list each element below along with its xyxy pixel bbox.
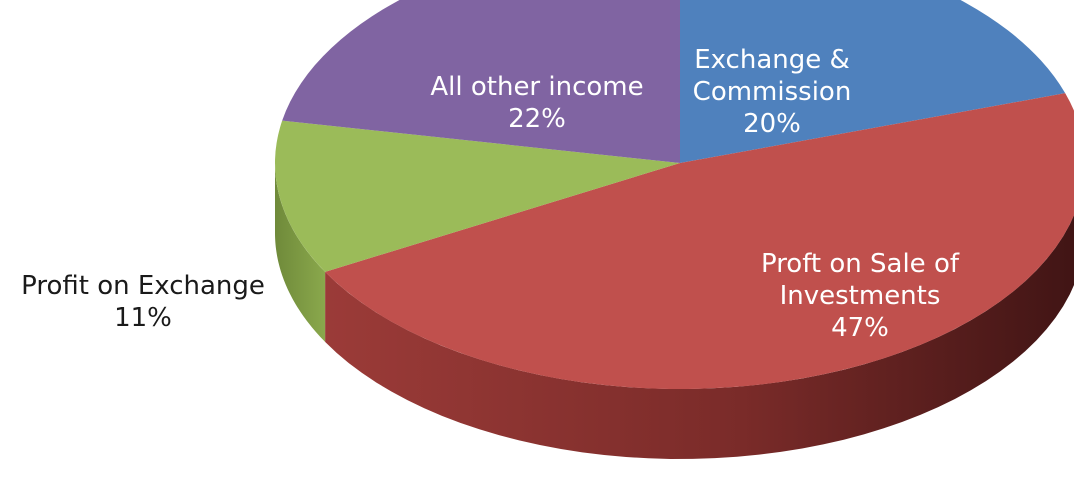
data-label-category: Exchange & [694,45,850,75]
slice-side-proft-on-sale-of-investments [325,215,1074,459]
slice-all-other-income [282,0,680,163]
data-label-value: 47% [831,313,889,343]
data-label-category: All other income [430,72,643,102]
slice-side-profit-on-exchange [275,163,326,342]
data-label-exchange-commission: Exchange & Commission 20% [693,45,852,139]
data-label-category: Profit on Exchange [21,271,265,301]
data-label-value: 22% [508,104,566,134]
data-label-value: 11% [114,303,172,333]
pie-3d-side [275,163,1074,459]
pie-top [274,0,1074,390]
data-label-category: Investments [780,281,941,311]
slice-proft-on-sale-of-investments [325,93,1074,390]
data-label-all-other-income: All other income 22% [430,72,643,134]
data-label-value: 20% [743,109,801,139]
data-label-proft-on-sale-of-investments: Proft on Sale of Investments 47% [761,249,960,343]
slice-profit-on-exchange [274,120,680,272]
pie-labels: Exchange & Commission 20% Proft on Sale of I… [21,45,960,343]
slice-exchange-commission [680,0,1066,163]
data-label-profit-on-exchange: Profit on Exchange 11% [21,271,265,333]
data-label-category: Commission [693,77,852,107]
data-label-category: Proft on Sale of [761,249,960,279]
